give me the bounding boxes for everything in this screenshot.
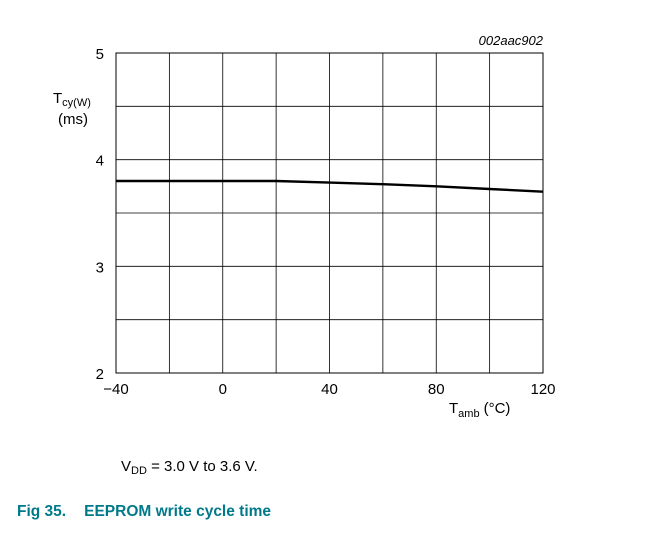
plot-frame: [115, 52, 544, 374]
y-tick-label: 2: [96, 366, 104, 383]
y-axis-subscript: cy(W): [62, 97, 91, 109]
y-axis-symbol: T: [53, 90, 62, 107]
y-tick-labels: 5 4 3 2: [96, 46, 104, 383]
note-symbol: V: [121, 458, 132, 475]
note-text: = 3.0 V to 3.6 V.: [146, 458, 258, 475]
note-subscript: DD: [131, 465, 147, 477]
x-axis-label: Tamb (°C): [449, 400, 510, 420]
x-axis-unit: (°C): [484, 400, 511, 417]
y-tick-label: 5: [96, 46, 104, 63]
x-tick-label: −40: [103, 381, 128, 398]
series-line: [116, 179, 544, 193]
y-axis-label: Tcy(W): [53, 90, 91, 109]
x-tick-label: 0: [219, 381, 227, 398]
chart-id-label: 002aac902: [479, 33, 544, 48]
x-tick-label: 40: [321, 381, 338, 398]
x-tick-label: 120: [530, 381, 555, 398]
condition-note: VDD = 3.0 V to 3.6 V.: [121, 458, 258, 477]
figure-title: EEPROM write cycle time: [84, 503, 272, 520]
x-axis-subscript: amb: [458, 408, 479, 420]
grid-lines: [116, 53, 543, 373]
y-tick-label: 4: [96, 153, 104, 170]
figure-caption: Fig 35. EEPROM write cycle time: [17, 503, 271, 521]
figure-number: Fig 35.: [17, 503, 67, 520]
chart: 5 4 3 2 −40 0 40 80 120 002aac902 Tcy(W) (ms) T…: [53, 33, 556, 420]
x-tick-labels: −40 0 40 80 120: [103, 381, 555, 398]
x-axis-symbol: T: [449, 400, 458, 417]
y-axis-unit: (ms): [58, 111, 88, 128]
x-tick-label: 80: [428, 381, 445, 398]
y-tick-label: 3: [96, 259, 104, 276]
